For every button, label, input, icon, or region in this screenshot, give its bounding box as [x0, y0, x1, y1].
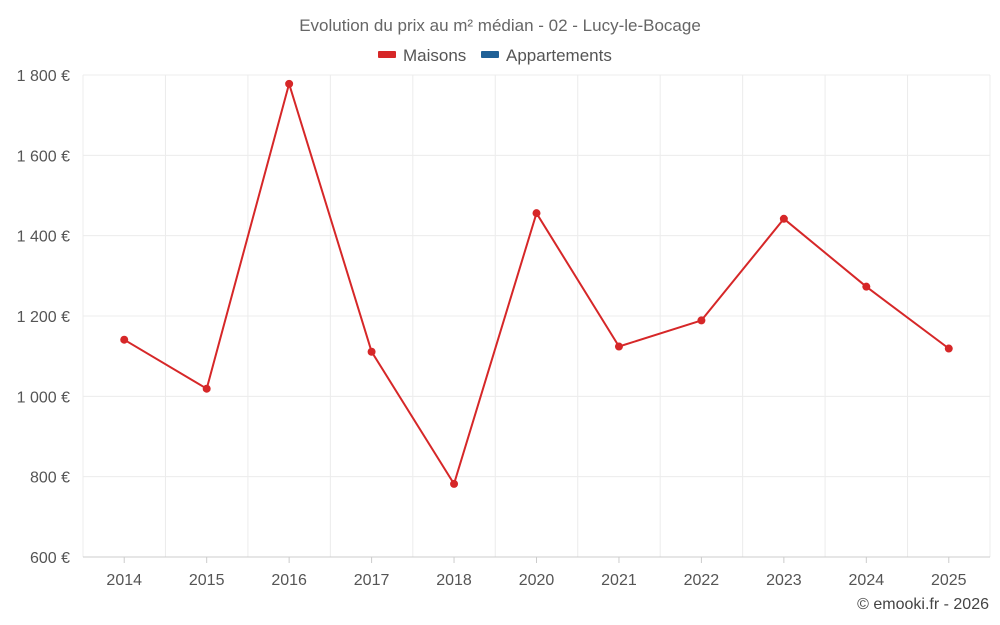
y-tick-label: 1 600 €	[17, 148, 70, 165]
y-tick-label: 1 400 €	[17, 229, 70, 246]
x-tick-label: 2025	[931, 572, 967, 589]
data-point-maisons[interactable]	[532, 209, 541, 218]
x-tick-label: 2017	[354, 572, 390, 589]
y-tick-label: 800 €	[30, 470, 70, 487]
data-point-maisons[interactable]	[367, 347, 376, 356]
x-tick-label: 2022	[684, 572, 720, 589]
y-tick-label: 1 800 €	[17, 68, 70, 85]
data-point-maisons[interactable]	[697, 316, 706, 325]
data-point-maisons[interactable]	[614, 342, 623, 351]
x-axis: 2014 2015 2016 2017 2018 2020 2021 2022 2023 2024…	[83, 556, 990, 589]
data-point-maisons[interactable]	[202, 384, 211, 393]
x-tick-label: 2024	[849, 572, 885, 589]
legend: Maisons Appartements	[378, 46, 612, 65]
y-tick-label: 1 000 €	[17, 389, 70, 406]
x-tick-label: 2021	[601, 572, 637, 589]
y-tick-label: 600 €	[30, 550, 70, 567]
credit-text: © emooki.fr - 2026	[857, 596, 989, 613]
y-axis: 600 € 800 € 1 000 € 1 200 € 1 400 € 1 600 € 1 …	[17, 68, 70, 567]
x-tick-label: 2023	[766, 572, 802, 589]
y-tick-label: 1 200 €	[17, 309, 70, 326]
legend-swatch-appartements	[481, 51, 499, 58]
legend-swatch-maisons	[378, 51, 396, 58]
x-tick-label: 2020	[519, 572, 555, 589]
legend-item-appartements[interactable]: Appartements	[481, 46, 612, 65]
legend-item-maisons[interactable]: Maisons	[378, 46, 466, 65]
legend-label-maisons: Maisons	[403, 46, 466, 65]
legend-label-appartements: Appartements	[506, 46, 612, 65]
data-point-maisons[interactable]	[862, 282, 871, 291]
data-point-maisons[interactable]	[779, 214, 788, 223]
gridlines	[82, 74, 991, 558]
x-tick-label: 2018	[436, 572, 472, 589]
series-maisons	[120, 79, 953, 488]
data-point-maisons[interactable]	[450, 479, 459, 488]
chart-title: Evolution du prix au m² médian - 02 - Lu…	[299, 16, 701, 35]
x-tick-label: 2016	[271, 572, 307, 589]
data-point-maisons[interactable]	[120, 335, 129, 344]
data-point-maisons[interactable]	[944, 344, 953, 353]
x-tick-label: 2015	[189, 572, 225, 589]
x-tick-label: 2014	[106, 572, 142, 589]
data-point-maisons[interactable]	[285, 79, 294, 88]
